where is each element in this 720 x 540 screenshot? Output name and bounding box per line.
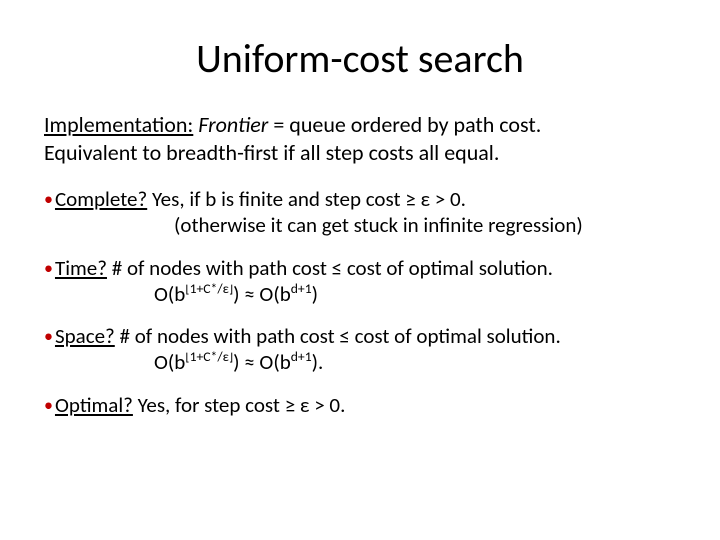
slide-title: Uniform-cost search bbox=[44, 34, 676, 83]
bullet-dot-icon: • bbox=[44, 257, 53, 280]
space-text: # of nodes with path cost ≤ cost of opti… bbox=[115, 323, 561, 349]
intro-block: Implementation: Frontier = queue ordered… bbox=[44, 111, 676, 166]
optimal-label: Optimal? bbox=[55, 392, 133, 418]
time-label: Time? bbox=[55, 255, 107, 281]
complete-label: Complete? bbox=[55, 186, 147, 212]
optimal-text: Yes, for step cost ≥ ε > 0. bbox=[133, 392, 345, 418]
bullet-dot-icon: • bbox=[44, 394, 53, 417]
bullet-time: •Time? # of nodes with path cost ≤ cost … bbox=[44, 255, 676, 308]
frontier-word: Frontier bbox=[198, 111, 268, 138]
implementation-label: Implementation: bbox=[44, 111, 193, 138]
slide: Uniform-cost search Implementation: Fron… bbox=[0, 0, 720, 540]
complete-cont: (otherwise it can get stuck in infinite … bbox=[174, 212, 676, 238]
complete-text: Yes, if b is finite and step cost ≥ ε > … bbox=[147, 186, 466, 212]
space-formula: O(b⌊1+C*/ε⌋) ≈ O(bd+1). bbox=[154, 349, 676, 375]
bullet-space: •Space? # of nodes with path cost ≤ cost… bbox=[44, 323, 676, 376]
time-text: # of nodes with path cost ≤ cost of opti… bbox=[107, 255, 553, 281]
intro-rest-1: = queue ordered by path cost. bbox=[273, 111, 541, 138]
time-formula: O(b⌊1+C*/ε⌋) ≈ O(bd+1) bbox=[154, 281, 676, 307]
space-label: Space? bbox=[55, 323, 115, 349]
bullet-dot-icon: • bbox=[44, 325, 53, 348]
bullet-dot-icon: • bbox=[44, 188, 53, 211]
bullet-complete: •Complete? Yes, if b is finite and step … bbox=[44, 186, 676, 239]
intro-line-2: Equivalent to breadth-first if all step … bbox=[44, 139, 499, 166]
bullet-list: •Complete? Yes, if b is finite and step … bbox=[44, 186, 676, 418]
bullet-optimal: •Optimal? Yes, for step cost ≥ ε > 0. bbox=[44, 392, 676, 418]
